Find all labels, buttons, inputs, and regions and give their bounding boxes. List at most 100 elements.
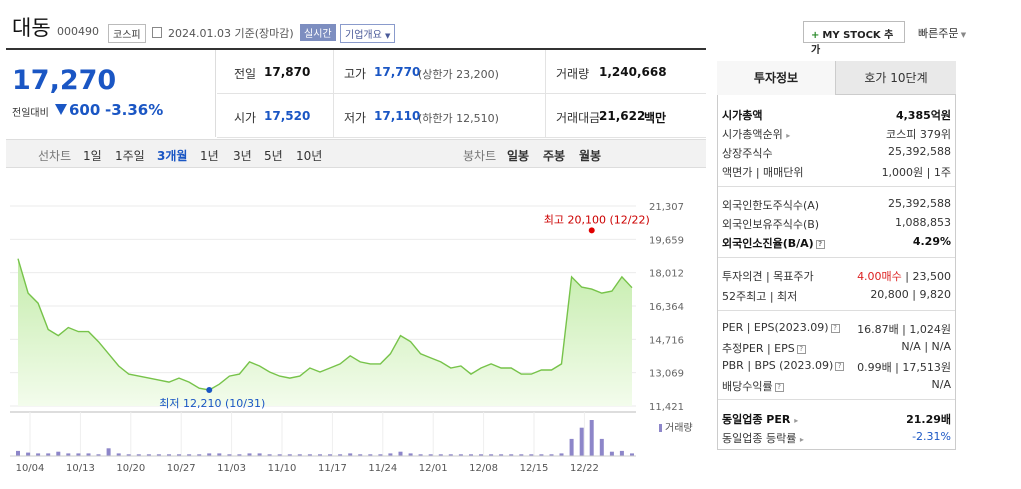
quote-row-2: 시가 17,520 저가 17,110 (하한가 12,510) 거래대금 21… [217, 94, 706, 138]
volume-bar [368, 454, 373, 456]
quote-row-1: 전일 17,870 고가 17,770 (상한가 23,200) 거래량 1,2… [217, 50, 706, 94]
x-tick-label: 12/15 [520, 463, 549, 474]
volume-bar [609, 451, 614, 456]
volume-bar [589, 420, 594, 456]
volume-bar [388, 453, 393, 456]
x-tick-label: 11/10 [268, 463, 297, 474]
volume-bar [479, 454, 483, 456]
volume-bar [378, 454, 383, 456]
info-row: 추정PER | EPS? N/A | N/A [722, 340, 951, 355]
info-row: 외국인보유주식수(B) 1,088,853 [722, 216, 951, 231]
volume-bar [146, 454, 151, 456]
period-10y[interactable]: 10년 [296, 149, 323, 163]
volume-bar [267, 454, 272, 456]
y-tick-label: 21,307 [649, 202, 684, 213]
period-1y[interactable]: 1년 [200, 149, 219, 163]
volume-bar [458, 454, 463, 456]
quick-order-button[interactable]: 빠른주문 ▼ [918, 27, 967, 40]
volume-bar [297, 454, 302, 456]
period-1w[interactable]: 1주일 [115, 149, 145, 163]
open-label: 시가 [234, 111, 257, 125]
period-3y[interactable]: 3년 [233, 149, 252, 163]
price-chart[interactable]: 21,307 19,659 18,012 16,364 14,716 13,069 11,4… [6, 170, 706, 476]
x-tick-label: 10/27 [167, 463, 196, 474]
y-tick-label: 18,012 [649, 269, 684, 280]
prev-close-value: 17,870 [264, 65, 311, 79]
volume-bar [26, 452, 31, 456]
volume-bar [408, 453, 413, 456]
candle-weekly[interactable]: 주봉 [543, 149, 566, 163]
volume-bar [619, 450, 624, 456]
volume-bar [287, 454, 292, 456]
help-icon[interactable]: ? [774, 382, 784, 392]
volume-bar [207, 453, 212, 456]
upper-limit: (상한가 23,200) [418, 68, 499, 81]
volume-bar [66, 453, 71, 456]
volume-bar [197, 454, 202, 456]
volume-bar [217, 453, 222, 456]
volume-label: 거래량 [556, 67, 590, 81]
period-3m[interactable]: 3개월 [157, 149, 188, 163]
volume-bar [348, 453, 353, 456]
info-row: 배당수익률? N/A [722, 378, 951, 393]
volume-bar [237, 454, 242, 456]
volume-bar [167, 454, 171, 456]
period-1d[interactable]: 1일 [83, 149, 102, 163]
chart-toolbar: 선차트 1일 1주일 3개월 1년 3년 5년 10년 봉차트 일봉 주봉 월봉 [6, 139, 706, 168]
volume-bar [448, 454, 453, 456]
volume-bar [569, 438, 574, 456]
y-tick-label: 19,659 [649, 235, 684, 246]
current-price: 17,270 [12, 65, 117, 96]
candle-monthly[interactable]: 월봉 [579, 149, 602, 163]
chevron-right-icon: ▸ [799, 435, 804, 444]
x-tick-label: 12/01 [419, 463, 448, 474]
x-tick-label: 10/13 [66, 463, 95, 474]
volume-bar [438, 454, 443, 456]
info-row: 액면가 | 매매단위 1,000원 | 1주 [722, 166, 951, 179]
volume-bar [328, 454, 332, 456]
volume-bar [136, 454, 141, 456]
help-icon[interactable]: ? [835, 361, 845, 371]
volume-bar [106, 448, 111, 456]
volume-bar [36, 453, 41, 456]
volume-bar [116, 453, 121, 456]
company-overview-dropdown[interactable]: 기업개요 ▼ [340, 24, 396, 43]
volume-bar [428, 454, 433, 456]
divider [545, 50, 546, 94]
divider [718, 399, 955, 400]
volume-bar [126, 454, 131, 456]
candle-chart-label: 봉차트 [463, 149, 497, 163]
price-line [17, 258, 633, 391]
divider [6, 48, 706, 50]
x-tick-label: 11/03 [217, 463, 246, 474]
min-label: 최저 12,210 (10/31) [159, 397, 265, 410]
plus-icon: + [811, 30, 820, 41]
volume-legend-swatch [659, 424, 662, 432]
help-icon[interactable]: ? [815, 239, 825, 249]
amount-unit: 백만 [644, 111, 667, 125]
market-badge: 코스피 [108, 24, 146, 43]
volume-bar [257, 453, 262, 456]
info-row: 동일업종 PER ▸ 21.29배 [722, 413, 951, 426]
chevron-down-icon: ▼ [385, 32, 391, 40]
volume-bar [247, 453, 252, 456]
x-tick-label: 11/24 [368, 463, 397, 474]
my-stock-add-button[interactable]: + MY STOCK 추가 [803, 21, 905, 56]
amount-label: 거래대금 [556, 111, 601, 125]
tab-order-book[interactable]: 호가 10단계 [836, 61, 956, 95]
realtime-button[interactable]: 실시간 [300, 24, 336, 41]
volume-bar [16, 450, 20, 456]
line-chart-label: 선차트 [38, 149, 72, 163]
divider [718, 186, 955, 187]
help-icon[interactable]: ? [796, 344, 806, 354]
volume-bar [529, 454, 534, 456]
chevron-right-icon: ▸ [794, 416, 799, 425]
low-value: 17,110 [374, 109, 421, 123]
tab-investment-info[interactable]: 투자정보 [717, 61, 836, 95]
volume-bar [418, 454, 423, 456]
volume-bar [307, 454, 312, 456]
high-label: 고가 [344, 67, 367, 81]
help-icon[interactable]: ? [830, 323, 840, 333]
candle-daily[interactable]: 일봉 [507, 149, 530, 163]
period-5y[interactable]: 5년 [264, 149, 283, 163]
